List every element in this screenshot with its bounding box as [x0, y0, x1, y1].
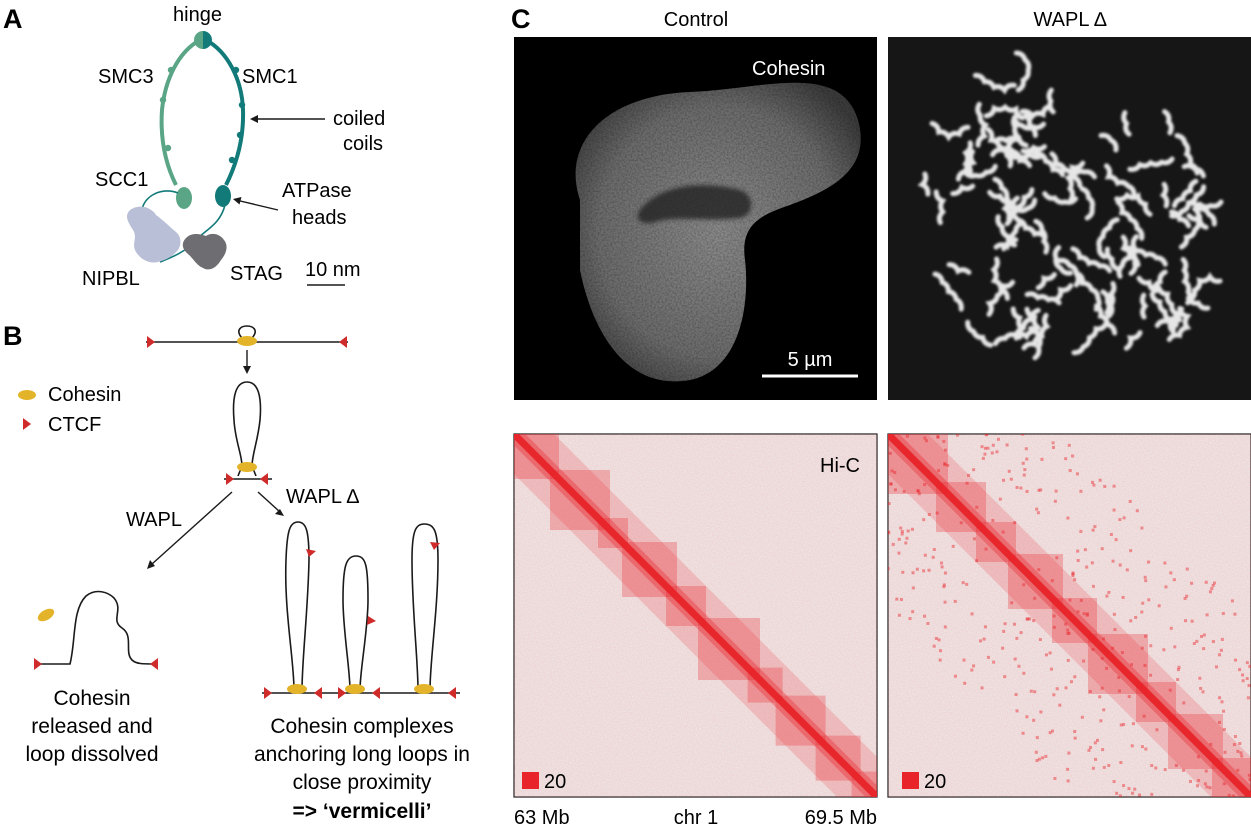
left-caption-line1: Cohesin — [53, 687, 130, 710]
dissolved-loop-dna — [34, 590, 159, 665]
image-wapl-delta-cohesin — [888, 37, 1251, 400]
col-title-wapl-delta: WAPL ∆ — [1034, 9, 1108, 31]
image-control-cohesin: Cohesin 5 µm — [514, 37, 877, 400]
wapl-delta-label: WAPL ∆ — [286, 486, 360, 508]
long-loop-2 — [342, 555, 369, 691]
color-scale-swatch-control — [522, 772, 539, 789]
hic-map-wapl-delta: 20 — [887, 433, 1251, 798]
hic-label: Hi-C — [820, 455, 860, 477]
small-loop-top — [238, 325, 256, 339]
wapl-label: WAPL — [126, 509, 182, 531]
ctcf-released-right — [150, 658, 158, 670]
axis-start-label: 63 Mb — [514, 807, 570, 829]
legend-ctcf-icon — [23, 418, 31, 430]
right-caption-line3: close proximity — [293, 771, 432, 794]
ctcf-mid-left — [226, 473, 234, 485]
right-caption-line1: Cohesin complexes — [270, 715, 453, 738]
stag-blob — [182, 233, 227, 270]
ctcf-mid-right — [260, 473, 268, 485]
right-caption-line2: anchoring long loops in — [254, 743, 470, 766]
extruded-loop — [232, 381, 262, 477]
legend-cohesin-label: Cohesin — [48, 384, 121, 406]
legend-ctcf-label: CTCF — [48, 414, 101, 436]
hic-map-control: Hi-C 20 — [513, 433, 878, 798]
panel-c: C Control WAPL ∆ Cohesin 5 µm — [511, 4, 1251, 829]
ctcf-top-right — [339, 336, 347, 348]
scale-bar-5um-label: 5 µm — [788, 349, 833, 371]
color-scale-value-wapl: 20 — [924, 771, 946, 793]
color-scale-value-control: 20 — [544, 771, 566, 793]
long-loop-1 — [284, 521, 310, 691]
cohesin-anchor-2 — [345, 684, 365, 694]
smc3-label: SMC3 — [98, 66, 154, 88]
smc3-arm — [159, 38, 202, 186]
scc1-label: SCC1 — [95, 169, 148, 191]
ctcf-released-left — [34, 658, 42, 670]
scale-bar-10nm-label: 10 nm — [305, 259, 361, 281]
long-loop-3 — [411, 523, 439, 691]
cohesin-anchor-1 — [287, 684, 307, 694]
legend-cohesin-icon — [18, 390, 36, 400]
col-title-control: Control — [664, 9, 728, 31]
atpase-heads-arrow — [235, 199, 279, 211]
left-caption-line3: loop dissolved — [25, 743, 158, 766]
color-scale-swatch-wapl — [902, 772, 919, 789]
hinge-label: hinge — [173, 4, 222, 26]
cohesin-ring-mid — [237, 462, 257, 472]
axis-end-label: 69.5 Mb — [805, 807, 877, 829]
coiled-coils-label-line1: coiled — [333, 108, 385, 130]
atpase-heads-label-line2: heads — [292, 207, 347, 229]
smc1-label: SMC1 — [242, 66, 298, 88]
hinge-domain — [194, 31, 212, 49]
stag-label: STAG — [230, 263, 283, 285]
smc3-head — [176, 187, 192, 209]
coiled-coils-label-line2: coils — [343, 133, 383, 155]
panel-c-letter: C — [511, 4, 531, 34]
ctcf-top-left — [147, 336, 155, 348]
coiled-coil-beads — [159, 66, 246, 164]
panel-b-letter: B — [3, 321, 23, 351]
smc1-head — [215, 185, 231, 207]
arrow-wapl — [151, 491, 233, 565]
smc1-arm — [204, 38, 246, 186]
axis-chrom-label: chr 1 — [674, 807, 718, 829]
panel-a: A hinge SMC3 SMC1 coiled — [3, 4, 385, 290]
cohesin-ring-top — [237, 336, 257, 346]
nipbl-label: NIPBL — [82, 268, 140, 290]
atpase-heads-label-line1: ATPase — [282, 180, 352, 202]
arrow-wapl-delta — [257, 491, 281, 513]
panel-b: B WAPL WAPL ∆ Cohesin CTCF Cohesin r — [3, 321, 470, 823]
nipbl-blob — [126, 206, 181, 263]
image-label-cohesin: Cohesin — [752, 58, 825, 80]
panel-a-letter: A — [3, 4, 23, 34]
cohesin-released — [37, 608, 55, 622]
ctcf-sites-vermicelli — [264, 542, 456, 699]
right-caption-bold: => ‘vermicelli’ — [293, 800, 432, 823]
cohesin-anchor-3 — [414, 684, 434, 694]
left-caption-line2: released and — [31, 715, 152, 738]
